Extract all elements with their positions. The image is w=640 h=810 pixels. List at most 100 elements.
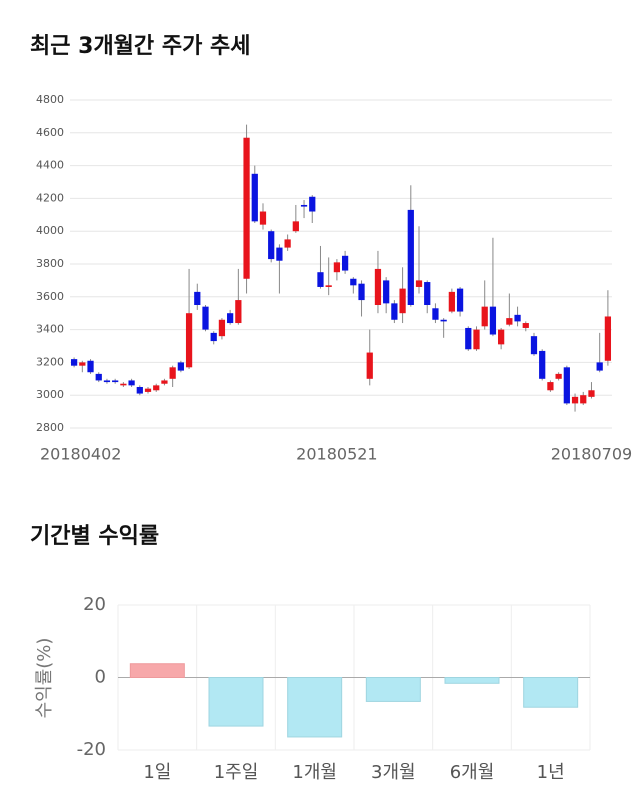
candle-body xyxy=(407,209,414,305)
return-chart-title: 기간별 수익률 xyxy=(30,524,159,549)
bar xyxy=(287,677,343,738)
candle-body xyxy=(341,255,349,271)
y-tick-label: 2800 xyxy=(36,421,64,434)
y-axis-label: 수익률(%) xyxy=(34,638,55,719)
candle-body xyxy=(547,382,554,391)
candle-body xyxy=(432,308,439,320)
y-tick-label: 4800 xyxy=(36,93,64,106)
candle-body xyxy=(424,282,431,305)
candle-body xyxy=(309,196,316,212)
candle-body xyxy=(95,373,102,381)
candle-body xyxy=(530,336,538,355)
candle-body xyxy=(465,327,472,350)
candle-body xyxy=(588,390,595,397)
bar xyxy=(444,677,500,684)
candle-body xyxy=(185,313,193,368)
candle-body xyxy=(243,137,250,279)
candle-body xyxy=(604,316,612,361)
candle-body xyxy=(563,367,570,404)
candle-body xyxy=(448,291,455,312)
candle-body xyxy=(358,283,365,301)
candle-body xyxy=(161,380,168,384)
candle-body xyxy=(136,387,143,394)
candle-body xyxy=(235,300,242,324)
x-tick-label: 3개월 xyxy=(371,762,416,783)
y-tick-label: 3200 xyxy=(36,355,64,368)
candle-body xyxy=(317,272,324,287)
y-tick-label: 4600 xyxy=(36,126,64,139)
x-tick-label: 20180402 xyxy=(40,445,121,464)
y-tick-label: 3800 xyxy=(36,257,64,270)
candle-body xyxy=(391,303,398,320)
bar xyxy=(208,677,264,727)
candle-body xyxy=(399,288,406,314)
candle-body xyxy=(87,360,94,373)
candle-body xyxy=(259,211,267,225)
candle-body xyxy=(268,231,275,260)
bar xyxy=(523,677,579,708)
candle-body xyxy=(120,383,127,386)
candle-body xyxy=(251,173,258,222)
candle-body xyxy=(456,288,464,312)
candle-body xyxy=(481,306,488,327)
candle-body xyxy=(292,221,299,232)
candle-body xyxy=(112,380,119,383)
x-tick-label: 1개월 xyxy=(292,762,337,783)
y-tick-label: 3600 xyxy=(36,290,64,303)
candle-body xyxy=(202,306,209,330)
x-tick-label: 20180709 xyxy=(551,445,632,464)
candle-body xyxy=(325,285,332,287)
y-tick-label: -20 xyxy=(77,739,106,760)
candle-body xyxy=(440,319,447,322)
candle-body xyxy=(276,247,283,261)
candle-body xyxy=(539,350,546,379)
candle-body xyxy=(366,352,373,379)
candle-body xyxy=(177,362,184,371)
candle-body xyxy=(350,278,357,286)
candle-body xyxy=(555,373,562,379)
candle-body xyxy=(210,332,217,342)
candle-body xyxy=(103,380,111,383)
price-chart-title: 최근 3개월간 주가 추세 xyxy=(30,34,250,59)
candle-body xyxy=(522,323,529,328)
x-tick-label: 1주일 xyxy=(214,762,259,783)
candle-body xyxy=(571,396,579,404)
candle-body xyxy=(580,395,587,404)
candle-body xyxy=(506,318,513,325)
candle-body xyxy=(596,362,603,371)
y-tick-label: 3000 xyxy=(36,388,64,401)
candle-body xyxy=(514,314,521,322)
y-tick-label: 0 xyxy=(95,667,106,688)
candle-body xyxy=(153,385,160,391)
x-tick-label: 1일 xyxy=(143,762,171,783)
candle-body xyxy=(374,268,382,305)
candle-body xyxy=(128,380,135,386)
y-tick-label: 20 xyxy=(83,594,106,615)
candle-body xyxy=(300,204,308,207)
candle-body xyxy=(218,319,226,337)
candle-body xyxy=(284,239,291,248)
x-tick-label: 6개월 xyxy=(450,762,495,783)
candle-body xyxy=(333,262,341,273)
bar xyxy=(365,677,421,702)
candle-body xyxy=(227,313,234,324)
candle-body xyxy=(70,359,78,366)
bar xyxy=(129,663,185,678)
candle-body xyxy=(79,362,86,366)
candle-body xyxy=(169,367,176,379)
candle-body xyxy=(489,306,497,335)
candle-body xyxy=(415,280,423,287)
candle-body xyxy=(383,280,390,304)
y-tick-label: 4000 xyxy=(36,224,64,237)
candle-body xyxy=(144,388,152,392)
y-tick-label: 4400 xyxy=(36,159,64,172)
y-tick-label: 3400 xyxy=(36,323,64,336)
x-tick-label: 20180521 xyxy=(296,445,377,464)
candle-body xyxy=(498,329,505,345)
y-tick-label: 4200 xyxy=(36,191,64,204)
candle-body xyxy=(194,291,201,305)
x-tick-label: 1년 xyxy=(537,762,565,783)
candle-body xyxy=(473,329,480,350)
